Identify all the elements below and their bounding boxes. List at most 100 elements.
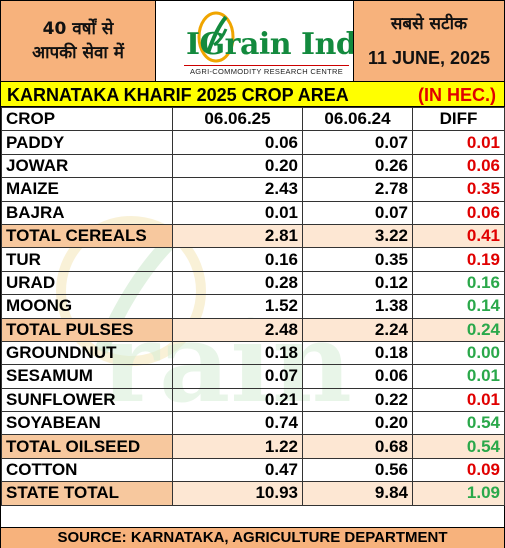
- igrain-logo: IGrain India AGRI-COMMODITY RESEARCH CEN…: [156, 1, 387, 81]
- crop-name: SOYABEAN: [1, 411, 173, 436]
- crop-name: URAD: [1, 270, 173, 296]
- area-2024: 0.12: [302, 270, 413, 296]
- column-header-diff: DIFF: [412, 106, 505, 132]
- source-footer: SOURCE: KARNATAKA, AGRICULTURE DEPARTMEN…: [1, 527, 504, 548]
- crop-name: BAJRA: [1, 200, 173, 225]
- table-row: JOWAR 0.20 0.26 0.06: [1, 153, 505, 179]
- area-diff: 0.16: [412, 270, 505, 296]
- title-bar: KARNATAKA KHARIF 2025 CROP AREA (IN HEC.…: [1, 81, 504, 107]
- crop-name: SUNFLOWER: [1, 387, 173, 413]
- tagline-line2: आपकी सेवा में: [32, 43, 124, 63]
- table-row: SESAMUM 0.07 0.06 0.01: [1, 364, 505, 389]
- area-2025: 1.22: [172, 434, 303, 459]
- area-diff: 0.41: [412, 223, 505, 249]
- area-diff: 0.54: [412, 434, 505, 459]
- area-2024: 0.07: [302, 130, 413, 155]
- report-date: 11 JUNE, 2025: [367, 48, 491, 68]
- grain-leaf-icon: [197, 11, 235, 63]
- column-header-crop: CROP: [1, 106, 173, 132]
- area-2025: 0.21: [172, 387, 303, 413]
- area-2024: 2.24: [302, 317, 413, 342]
- area-2025: 0.74: [172, 411, 303, 436]
- area-2024: 0.35: [302, 247, 413, 272]
- logo-subtitle: AGRI-COMMODITY RESEARCH CENTRE: [184, 65, 349, 76]
- crop-name: GROUNDNUT: [1, 340, 173, 366]
- area-2024: 1.38: [302, 294, 413, 319]
- table-header-row: CROP 06.06.25 06.06.24 DIFF: [1, 106, 505, 132]
- area-2024: 0.26: [302, 153, 413, 179]
- area-2025: 10.93: [172, 481, 303, 506]
- area-diff: 0.19: [412, 247, 505, 272]
- area-2025: 0.07: [172, 364, 303, 389]
- area-2025: 2.81: [172, 223, 303, 249]
- area-2025: 2.48: [172, 317, 303, 342]
- area-diff: 0.06: [412, 153, 505, 179]
- area-diff: 0.09: [412, 457, 505, 483]
- area-2025: 0.16: [172, 247, 303, 272]
- tagline-box: 40 वर्षों से आपकी सेवा में: [1, 1, 156, 81]
- table-total-row: TOTAL PULSES 2.48 2.24 0.24: [1, 317, 505, 342]
- table-row: SUNFLOWER 0.21 0.22 0.01: [1, 387, 505, 413]
- area-diff: 0.06: [412, 200, 505, 225]
- area-2024: 2.78: [302, 177, 413, 202]
- table-row: PADDY 0.06 0.07 0.01: [1, 130, 505, 155]
- crop-name: SESAMUM: [1, 364, 173, 389]
- area-2024: 0.18: [302, 340, 413, 366]
- area-2024: 0.22: [302, 387, 413, 413]
- header: 40 वर्षों से आपकी सेवा में IGrain India …: [1, 1, 504, 81]
- area-2025: 0.20: [172, 153, 303, 179]
- column-header-2025: 06.06.25: [172, 106, 303, 132]
- crop-name: TOTAL PULSES: [1, 317, 173, 342]
- table-row: GROUNDNUT 0.18 0.18 0.00: [1, 340, 505, 366]
- table-row: MOONG 1.52 1.38 0.14: [1, 294, 505, 319]
- area-2025: 0.06: [172, 130, 303, 155]
- area-2024: 3.22: [302, 223, 413, 249]
- table-total-row: TOTAL OILSEED 1.22 0.68 0.54: [1, 434, 505, 459]
- crop-name: STATE TOTAL: [1, 481, 173, 506]
- table-row: BAJRA 0.01 0.07 0.06: [1, 200, 505, 225]
- area-diff: 0.01: [412, 364, 505, 389]
- area-2025: 2.43: [172, 177, 303, 202]
- area-diff: 0.54: [412, 411, 505, 436]
- crop-name: COTTON: [1, 457, 173, 483]
- crop-area-table: CROP 06.06.25 06.06.24 DIFF PADDY 0.06 0.0…: [1, 106, 505, 506]
- area-diff: 0.01: [412, 130, 505, 155]
- column-header-2024: 06.06.24: [302, 106, 413, 132]
- crop-name: PADDY: [1, 130, 173, 155]
- table-row: MAIZE 2.43 2.78 0.35: [1, 177, 505, 202]
- area-2025: 1.52: [172, 294, 303, 319]
- tagline-line1: 40 वर्षों से: [42, 19, 114, 39]
- area-diff: 0.24: [412, 317, 505, 342]
- crop-name: JOWAR: [1, 153, 173, 179]
- date-box: सबसे सटीक 11 JUNE, 2025: [353, 1, 504, 81]
- area-2024: 0.20: [302, 411, 413, 436]
- report-title: KARNATAKA KHARIF 2025 CROP AREA: [7, 85, 349, 105]
- area-2025: 0.18: [172, 340, 303, 366]
- crop-name: TOTAL OILSEED: [1, 434, 173, 459]
- area-2024: 9.84: [302, 481, 413, 506]
- table-row: TUR 0.16 0.35 0.19: [1, 247, 505, 272]
- table-total-row: STATE TOTAL 10.93 9.84 1.09: [1, 481, 505, 506]
- area-2024: 0.07: [302, 200, 413, 225]
- crop-name: MAIZE: [1, 177, 173, 202]
- table-row: SOYABEAN 0.74 0.20 0.54: [1, 411, 505, 436]
- area-2024: 0.56: [302, 457, 413, 483]
- crop-name: TOTAL CEREALS: [1, 223, 173, 249]
- area-2025: 0.47: [172, 457, 303, 483]
- area-diff: 0.01: [412, 387, 505, 413]
- area-2025: 0.28: [172, 270, 303, 296]
- unit-label: (IN HEC.): [418, 85, 496, 105]
- accuracy-tagline: सबसे सटीक: [390, 14, 468, 34]
- area-diff: 0.35: [412, 177, 505, 202]
- area-2025: 0.01: [172, 200, 303, 225]
- area-2024: 0.68: [302, 434, 413, 459]
- area-diff: 1.09: [412, 481, 505, 506]
- area-diff: 0.00: [412, 340, 505, 366]
- table-row: COTTON 0.47 0.56 0.09: [1, 457, 505, 483]
- area-diff: 0.14: [412, 294, 505, 319]
- table-total-row: TOTAL CEREALS 2.81 3.22 0.41: [1, 223, 505, 249]
- crop-name: TUR: [1, 247, 173, 272]
- crop-name: MOONG: [1, 294, 173, 319]
- table-row: URAD 0.28 0.12 0.16: [1, 270, 505, 296]
